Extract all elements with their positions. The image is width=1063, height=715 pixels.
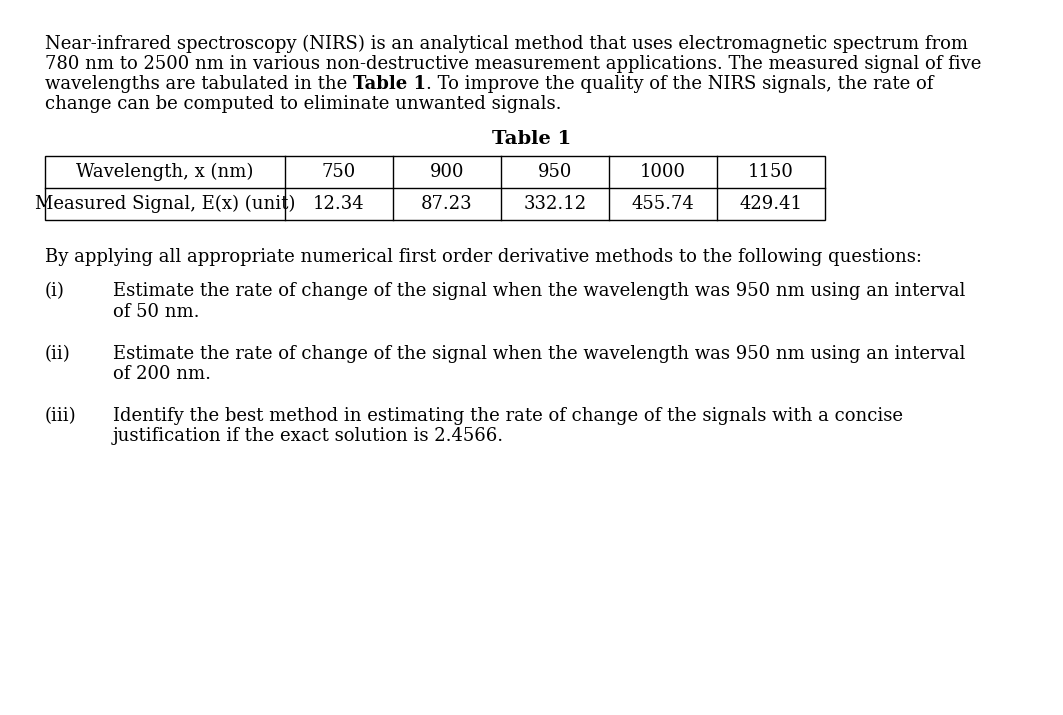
Text: Wavelength, x (nm): Wavelength, x (nm) — [77, 163, 254, 181]
Text: 1150: 1150 — [748, 163, 794, 181]
Text: change can be computed to eliminate unwanted signals.: change can be computed to eliminate unwa… — [45, 95, 561, 114]
Text: 12.34: 12.34 — [314, 195, 365, 213]
Text: Estimate the rate of change of the signal when the wavelength was 950 nm using a: Estimate the rate of change of the signa… — [113, 345, 965, 363]
Text: (iii): (iii) — [45, 408, 77, 425]
Text: justification if the exact solution is 2.4566.: justification if the exact solution is 2… — [113, 428, 504, 445]
Text: Table 1: Table 1 — [492, 129, 571, 148]
Text: 950: 950 — [538, 163, 572, 181]
Text: Identify the best method in estimating the rate of change of the signals with a : Identify the best method in estimating t… — [113, 408, 902, 425]
Text: wavelengths are tabulated in the: wavelengths are tabulated in the — [45, 75, 353, 93]
Text: 429.41: 429.41 — [740, 195, 803, 213]
Text: (ii): (ii) — [45, 345, 71, 363]
Text: of 50 nm.: of 50 nm. — [113, 302, 200, 320]
Text: (i): (i) — [45, 282, 65, 300]
Bar — [45, 156, 825, 220]
Text: 750: 750 — [322, 163, 356, 181]
Text: 900: 900 — [429, 163, 465, 181]
Text: 1000: 1000 — [640, 163, 686, 181]
Text: 780 nm to 2500 nm in various non-destructive measurement applications. The measu: 780 nm to 2500 nm in various non-destruc… — [45, 55, 981, 73]
Text: By applying all appropriate numerical first order derivative methods to the foll: By applying all appropriate numerical fi… — [45, 248, 922, 266]
Text: of 200 nm.: of 200 nm. — [113, 365, 210, 383]
Text: Estimate the rate of change of the signal when the wavelength was 950 nm using a: Estimate the rate of change of the signa… — [113, 282, 965, 300]
Text: Near-infrared spectroscopy (NIRS) is an analytical method that uses electromagne: Near-infrared spectroscopy (NIRS) is an … — [45, 35, 968, 53]
Text: 332.12: 332.12 — [523, 195, 587, 213]
Text: . To improve the quality of the NIRS signals, the rate of: . To improve the quality of the NIRS sig… — [426, 75, 933, 93]
Text: 455.74: 455.74 — [631, 195, 694, 213]
Text: Table 1: Table 1 — [353, 75, 426, 93]
Text: Measured Signal, E(x) (unit): Measured Signal, E(x) (unit) — [35, 194, 296, 213]
Text: 87.23: 87.23 — [421, 195, 473, 213]
